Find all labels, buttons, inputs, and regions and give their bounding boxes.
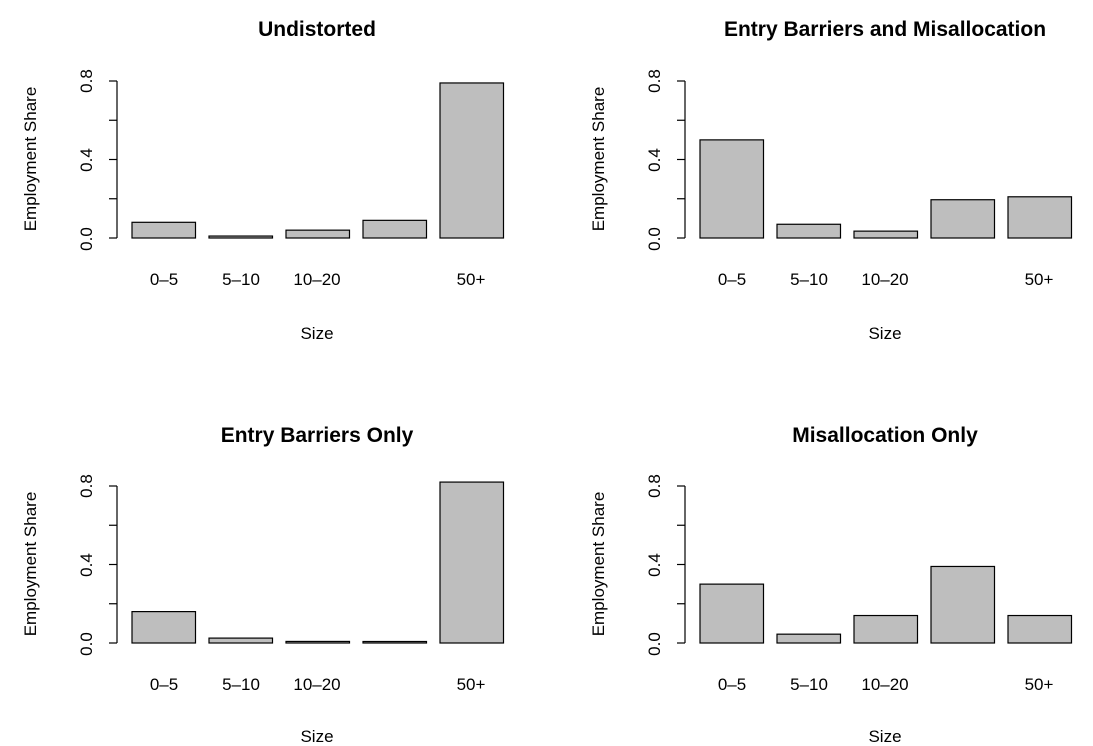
y-tick-label: 0.4 [77, 553, 96, 577]
x-tick-label: 0–5 [718, 270, 746, 289]
x-tick-label: 5–10 [790, 270, 828, 289]
bar [930, 565, 996, 644]
x-tick-label: 5–10 [222, 270, 260, 289]
x-axis-label: Size [300, 727, 333, 746]
bar [776, 633, 842, 644]
y-tick-label: 0.8 [645, 69, 664, 93]
x-tick-label: 0–5 [150, 675, 178, 694]
bar [776, 223, 842, 239]
x-tick-label: 10–20 [293, 675, 340, 694]
bar [362, 640, 428, 644]
bar [285, 640, 351, 644]
panel-title: Entry Barriers Only [221, 424, 414, 447]
y-axis-label: Employment Share [21, 87, 40, 232]
x-tick-label: 50+ [457, 270, 486, 289]
bar [208, 637, 274, 644]
y-axis-label: Employment Share [21, 492, 40, 637]
y-tick-label: 0.4 [645, 553, 664, 577]
bar [131, 221, 197, 239]
x-tick-label: 50+ [1025, 675, 1054, 694]
panel-title: Misallocation Only [792, 424, 978, 447]
bar [131, 611, 197, 644]
x-tick-label: 50+ [1025, 270, 1054, 289]
y-tick-label: 0.0 [645, 632, 664, 656]
y-tick-label: 0.4 [645, 148, 664, 172]
panel-misallocation-only: Misallocation Only Employment Share Size… [589, 424, 1073, 746]
y-tick-label: 0.8 [645, 474, 664, 498]
bar [439, 481, 505, 644]
y-axis-label: Employment Share [589, 492, 608, 637]
bar [1007, 196, 1073, 239]
bar [699, 139, 765, 239]
y-axis-label: Employment Share [589, 87, 608, 232]
bar [362, 219, 428, 239]
panel-entry-barriers-and-misallocation: Entry Barriers and Misallocation Employm… [589, 18, 1073, 343]
y-tick-label: 0.4 [77, 148, 96, 172]
bar [699, 583, 765, 644]
x-axis-label: Size [300, 324, 333, 343]
x-axis-label: Size [868, 727, 901, 746]
bar [853, 230, 919, 239]
bar [439, 82, 505, 239]
panel-title: Undistorted [258, 18, 376, 41]
bar [930, 199, 996, 239]
y-tick-label: 0.8 [77, 474, 96, 498]
y-tick-label: 0.8 [77, 69, 96, 93]
x-tick-label: 10–20 [861, 675, 908, 694]
y-tick-label: 0.0 [77, 632, 96, 656]
bar [285, 229, 351, 239]
x-axis-label: Size [868, 324, 901, 343]
x-tick-label: 5–10 [222, 675, 260, 694]
bar [1007, 614, 1073, 644]
x-tick-label: 0–5 [718, 675, 746, 694]
panel-title: Entry Barriers and Misallocation [724, 18, 1046, 41]
panel-entry-barriers-only: Entry Barriers Only Employment Share Siz… [21, 424, 505, 746]
x-tick-label: 0–5 [150, 270, 178, 289]
bar [208, 235, 274, 239]
y-tick-label: 0.0 [77, 227, 96, 251]
x-tick-label: 50+ [457, 675, 486, 694]
panel-undistorted: Undistorted Employment Share Size 0.0 0.… [21, 18, 505, 343]
y-tick-label: 0.0 [645, 227, 664, 251]
x-tick-label: 10–20 [861, 270, 908, 289]
bar [853, 614, 919, 644]
x-tick-label: 10–20 [293, 270, 340, 289]
x-tick-label: 5–10 [790, 675, 828, 694]
